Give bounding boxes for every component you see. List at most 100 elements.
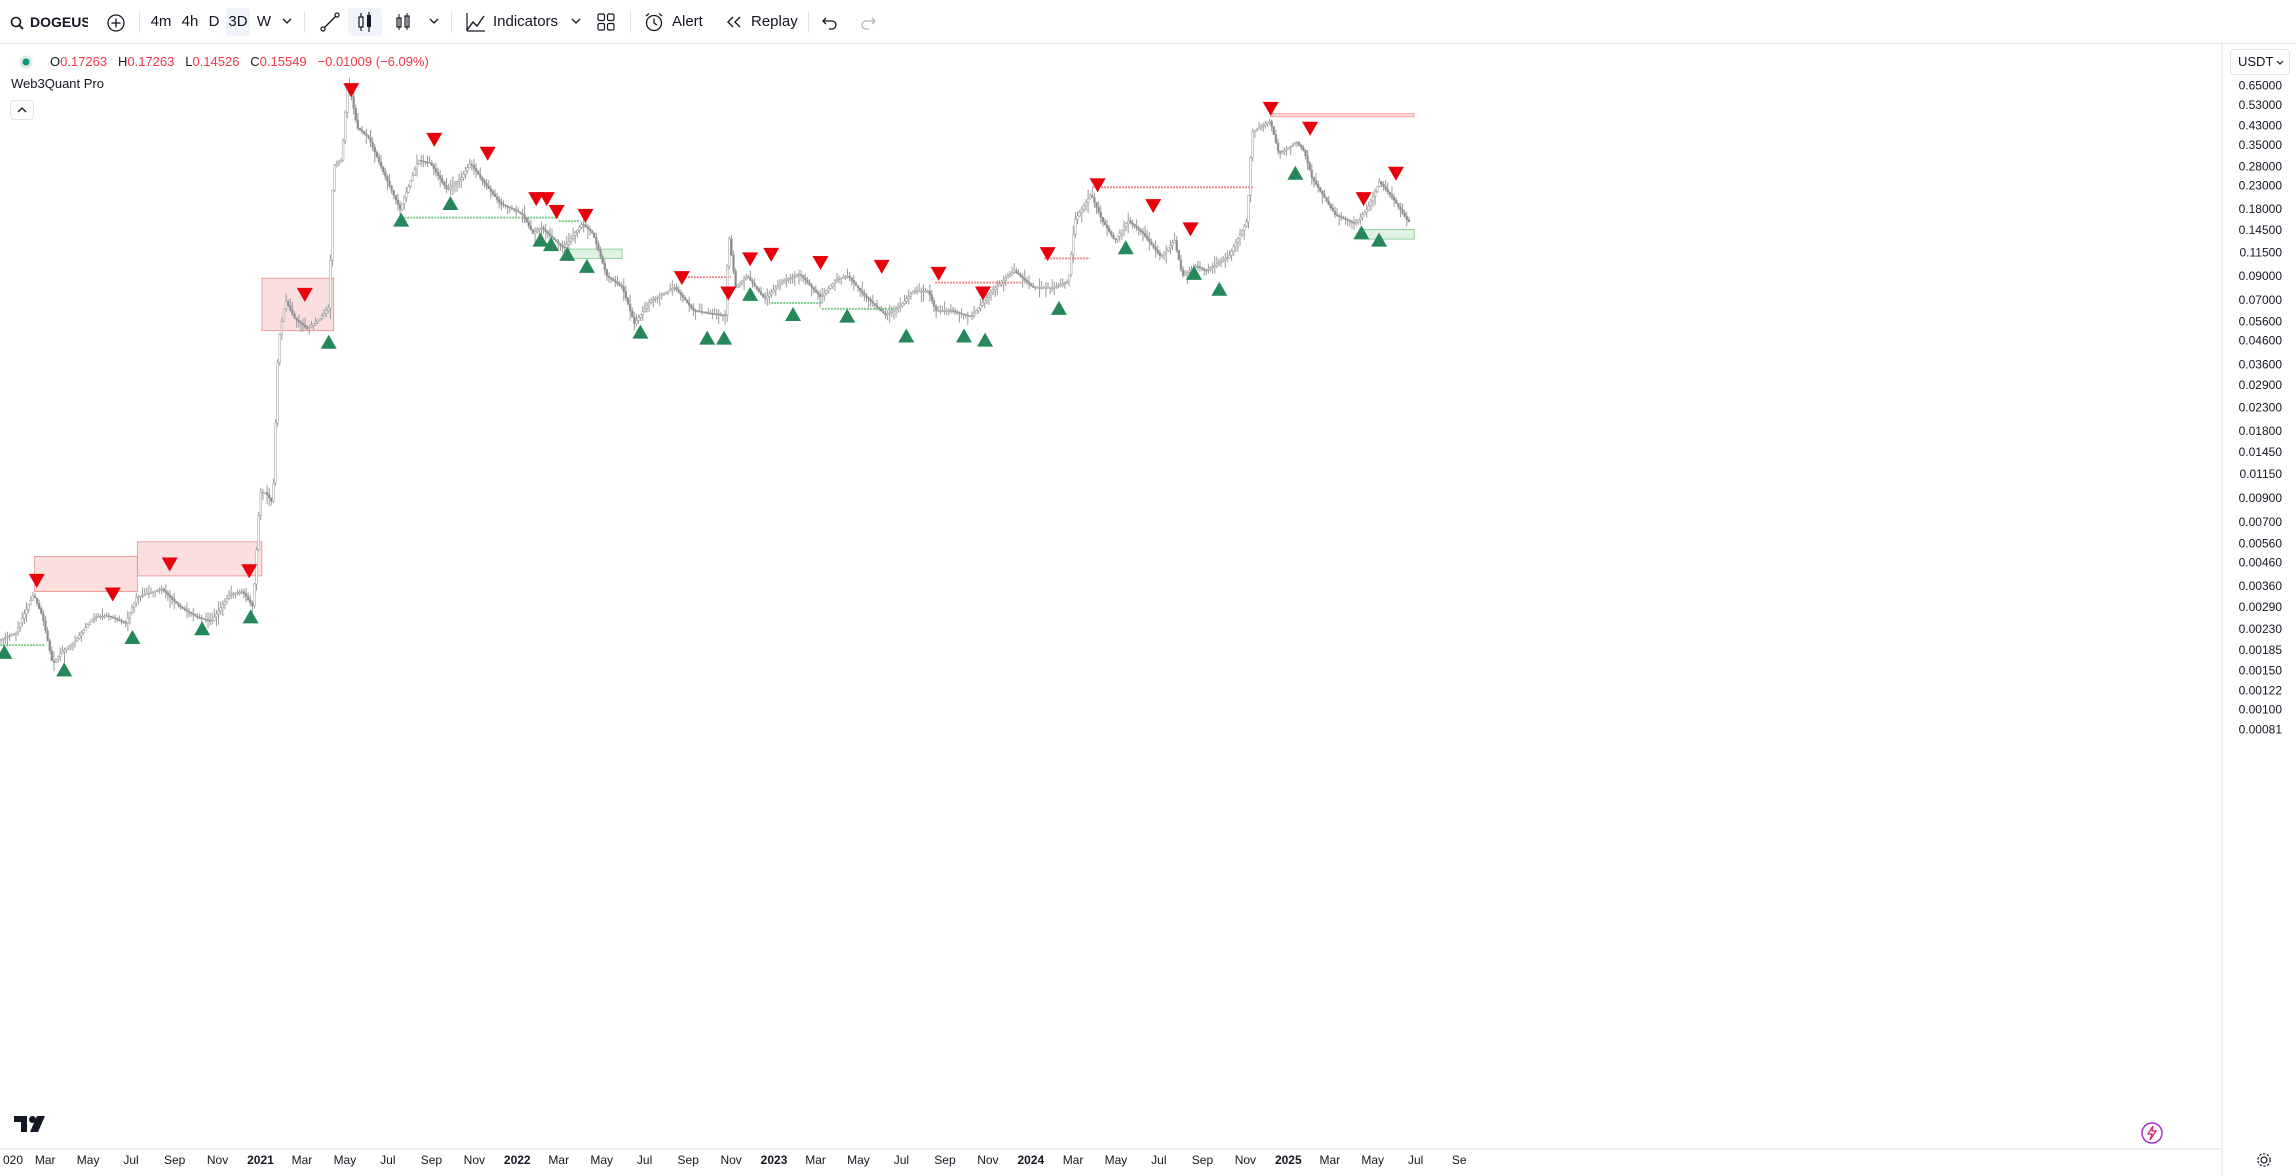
price-bar-body bbox=[189, 612, 193, 614]
sell-signal bbox=[873, 259, 890, 274]
replay-icon[interactable] bbox=[724, 14, 744, 30]
collapse-legend-button[interactable] bbox=[10, 100, 34, 120]
price-bar-body bbox=[506, 205, 509, 208]
price-bar-body bbox=[844, 276, 847, 279]
symbol-search[interactable]: DOGEUSD bbox=[30, 14, 88, 30]
interval-4m[interactable]: 4m bbox=[150, 13, 172, 30]
time-tick-label: Jul bbox=[1408, 1153, 1423, 1167]
interval-3d[interactable]: 3D bbox=[226, 8, 250, 36]
redo-icon[interactable] bbox=[858, 12, 878, 32]
price-bar-body bbox=[886, 313, 889, 316]
chevron-down-icon[interactable] bbox=[429, 18, 439, 26]
candle-style-button[interactable] bbox=[348, 8, 382, 36]
replay-button[interactable]: Replay bbox=[751, 13, 798, 30]
interval-d[interactable]: D bbox=[208, 13, 220, 30]
price-bar-body bbox=[50, 650, 53, 662]
interval-4h[interactable]: 4h bbox=[181, 13, 199, 30]
layouts-icon[interactable] bbox=[596, 12, 616, 32]
price-bar-body bbox=[306, 326, 309, 330]
price-bar-body bbox=[1371, 195, 1375, 202]
price-bar-body bbox=[1285, 148, 1288, 151]
price-bar-body bbox=[799, 273, 803, 276]
chevron-down-icon[interactable] bbox=[282, 18, 292, 26]
time-tick-label: Sep bbox=[1192, 1153, 1214, 1167]
price-bar-body bbox=[1203, 268, 1206, 271]
price-bar-body bbox=[808, 282, 811, 286]
settings-gear-icon[interactable] bbox=[2256, 1152, 2272, 1168]
sell-signal bbox=[241, 564, 258, 579]
price-bar-body bbox=[116, 618, 119, 621]
search-icon[interactable] bbox=[10, 16, 24, 30]
price-bar-body bbox=[1217, 262, 1221, 265]
lightning-icon[interactable] bbox=[2140, 1121, 2164, 1145]
price-bar-body bbox=[160, 588, 163, 591]
price-bar-body bbox=[1027, 281, 1031, 285]
price-bar-body bbox=[194, 614, 197, 617]
price-bar-body bbox=[624, 291, 628, 299]
price-bar-body bbox=[766, 295, 769, 299]
price-bar-body bbox=[939, 310, 942, 312]
price-bar-body bbox=[38, 603, 41, 609]
price-bar-body bbox=[1143, 233, 1147, 237]
price-bar-body bbox=[1373, 191, 1377, 197]
price-bar-body bbox=[753, 283, 756, 287]
price-bar-body bbox=[126, 617, 129, 624]
price-bar-body bbox=[563, 246, 566, 249]
price-bar-body bbox=[557, 241, 560, 244]
price-bar-body bbox=[1215, 263, 1218, 266]
price-bar-body bbox=[567, 241, 571, 245]
price-bar-body bbox=[215, 613, 218, 618]
compare-add-icon[interactable] bbox=[106, 13, 126, 33]
price-bar-body bbox=[797, 273, 801, 276]
price-bar-body bbox=[432, 165, 435, 170]
chevron-down-icon[interactable] bbox=[571, 18, 581, 26]
sell-signal bbox=[104, 587, 121, 602]
price-bar-body bbox=[924, 290, 927, 293]
price-bar-body bbox=[683, 297, 687, 301]
price-tick-label: 0.14500 bbox=[2239, 223, 2283, 237]
price-bar-body bbox=[878, 306, 881, 310]
price-bar-body bbox=[783, 280, 786, 283]
price-bar-body bbox=[162, 588, 165, 592]
price-bar-body bbox=[179, 605, 182, 608]
price-bar-body bbox=[384, 171, 387, 177]
time-tick-label: 2024 bbox=[1017, 1153, 1044, 1167]
undo-icon[interactable] bbox=[820, 12, 840, 32]
price-bar-body bbox=[325, 310, 328, 314]
price-bar-body bbox=[930, 294, 934, 301]
price-bar-body bbox=[244, 593, 248, 597]
buy-signal bbox=[699, 330, 716, 345]
indicators-icon[interactable] bbox=[464, 10, 488, 34]
price-bar-body bbox=[236, 592, 239, 594]
price-bar-body bbox=[590, 230, 594, 234]
price-bar-body bbox=[508, 206, 511, 209]
price-bar-body bbox=[1040, 287, 1043, 289]
sell-signal bbox=[812, 255, 829, 270]
price-bar-body bbox=[966, 314, 969, 317]
alert-clock-icon[interactable] bbox=[643, 11, 665, 33]
alert-button[interactable]: Alert bbox=[672, 13, 703, 30]
price-bar-body bbox=[498, 199, 501, 203]
currency-selector[interactable]: USDT bbox=[2230, 49, 2290, 75]
price-bar-body bbox=[1354, 221, 1358, 224]
drawing-tool-icon[interactable] bbox=[318, 10, 342, 34]
indicator-title[interactable]: Web3Quant Pro bbox=[11, 76, 104, 91]
price-bar-body bbox=[227, 595, 231, 599]
time-tick-label: Nov bbox=[464, 1153, 485, 1167]
price-bar-body bbox=[1369, 200, 1373, 207]
tradingview-logo[interactable] bbox=[14, 1115, 46, 1133]
price-bar-body bbox=[141, 594, 144, 597]
time-tick-label: May bbox=[334, 1153, 357, 1167]
indicators-button[interactable]: Indicators bbox=[493, 13, 559, 30]
price-bar-body bbox=[278, 333, 281, 364]
price-bar-body bbox=[1219, 261, 1223, 263]
price-bar-body bbox=[550, 235, 554, 239]
price-bar-body bbox=[842, 277, 845, 279]
price-bar-body bbox=[1224, 258, 1227, 261]
bar-style-icon[interactable] bbox=[392, 10, 416, 34]
price-bar-body bbox=[31, 595, 34, 601]
price-bar-body bbox=[785, 279, 788, 282]
interval-w[interactable]: W bbox=[256, 13, 272, 30]
price-bar-body bbox=[489, 188, 492, 192]
